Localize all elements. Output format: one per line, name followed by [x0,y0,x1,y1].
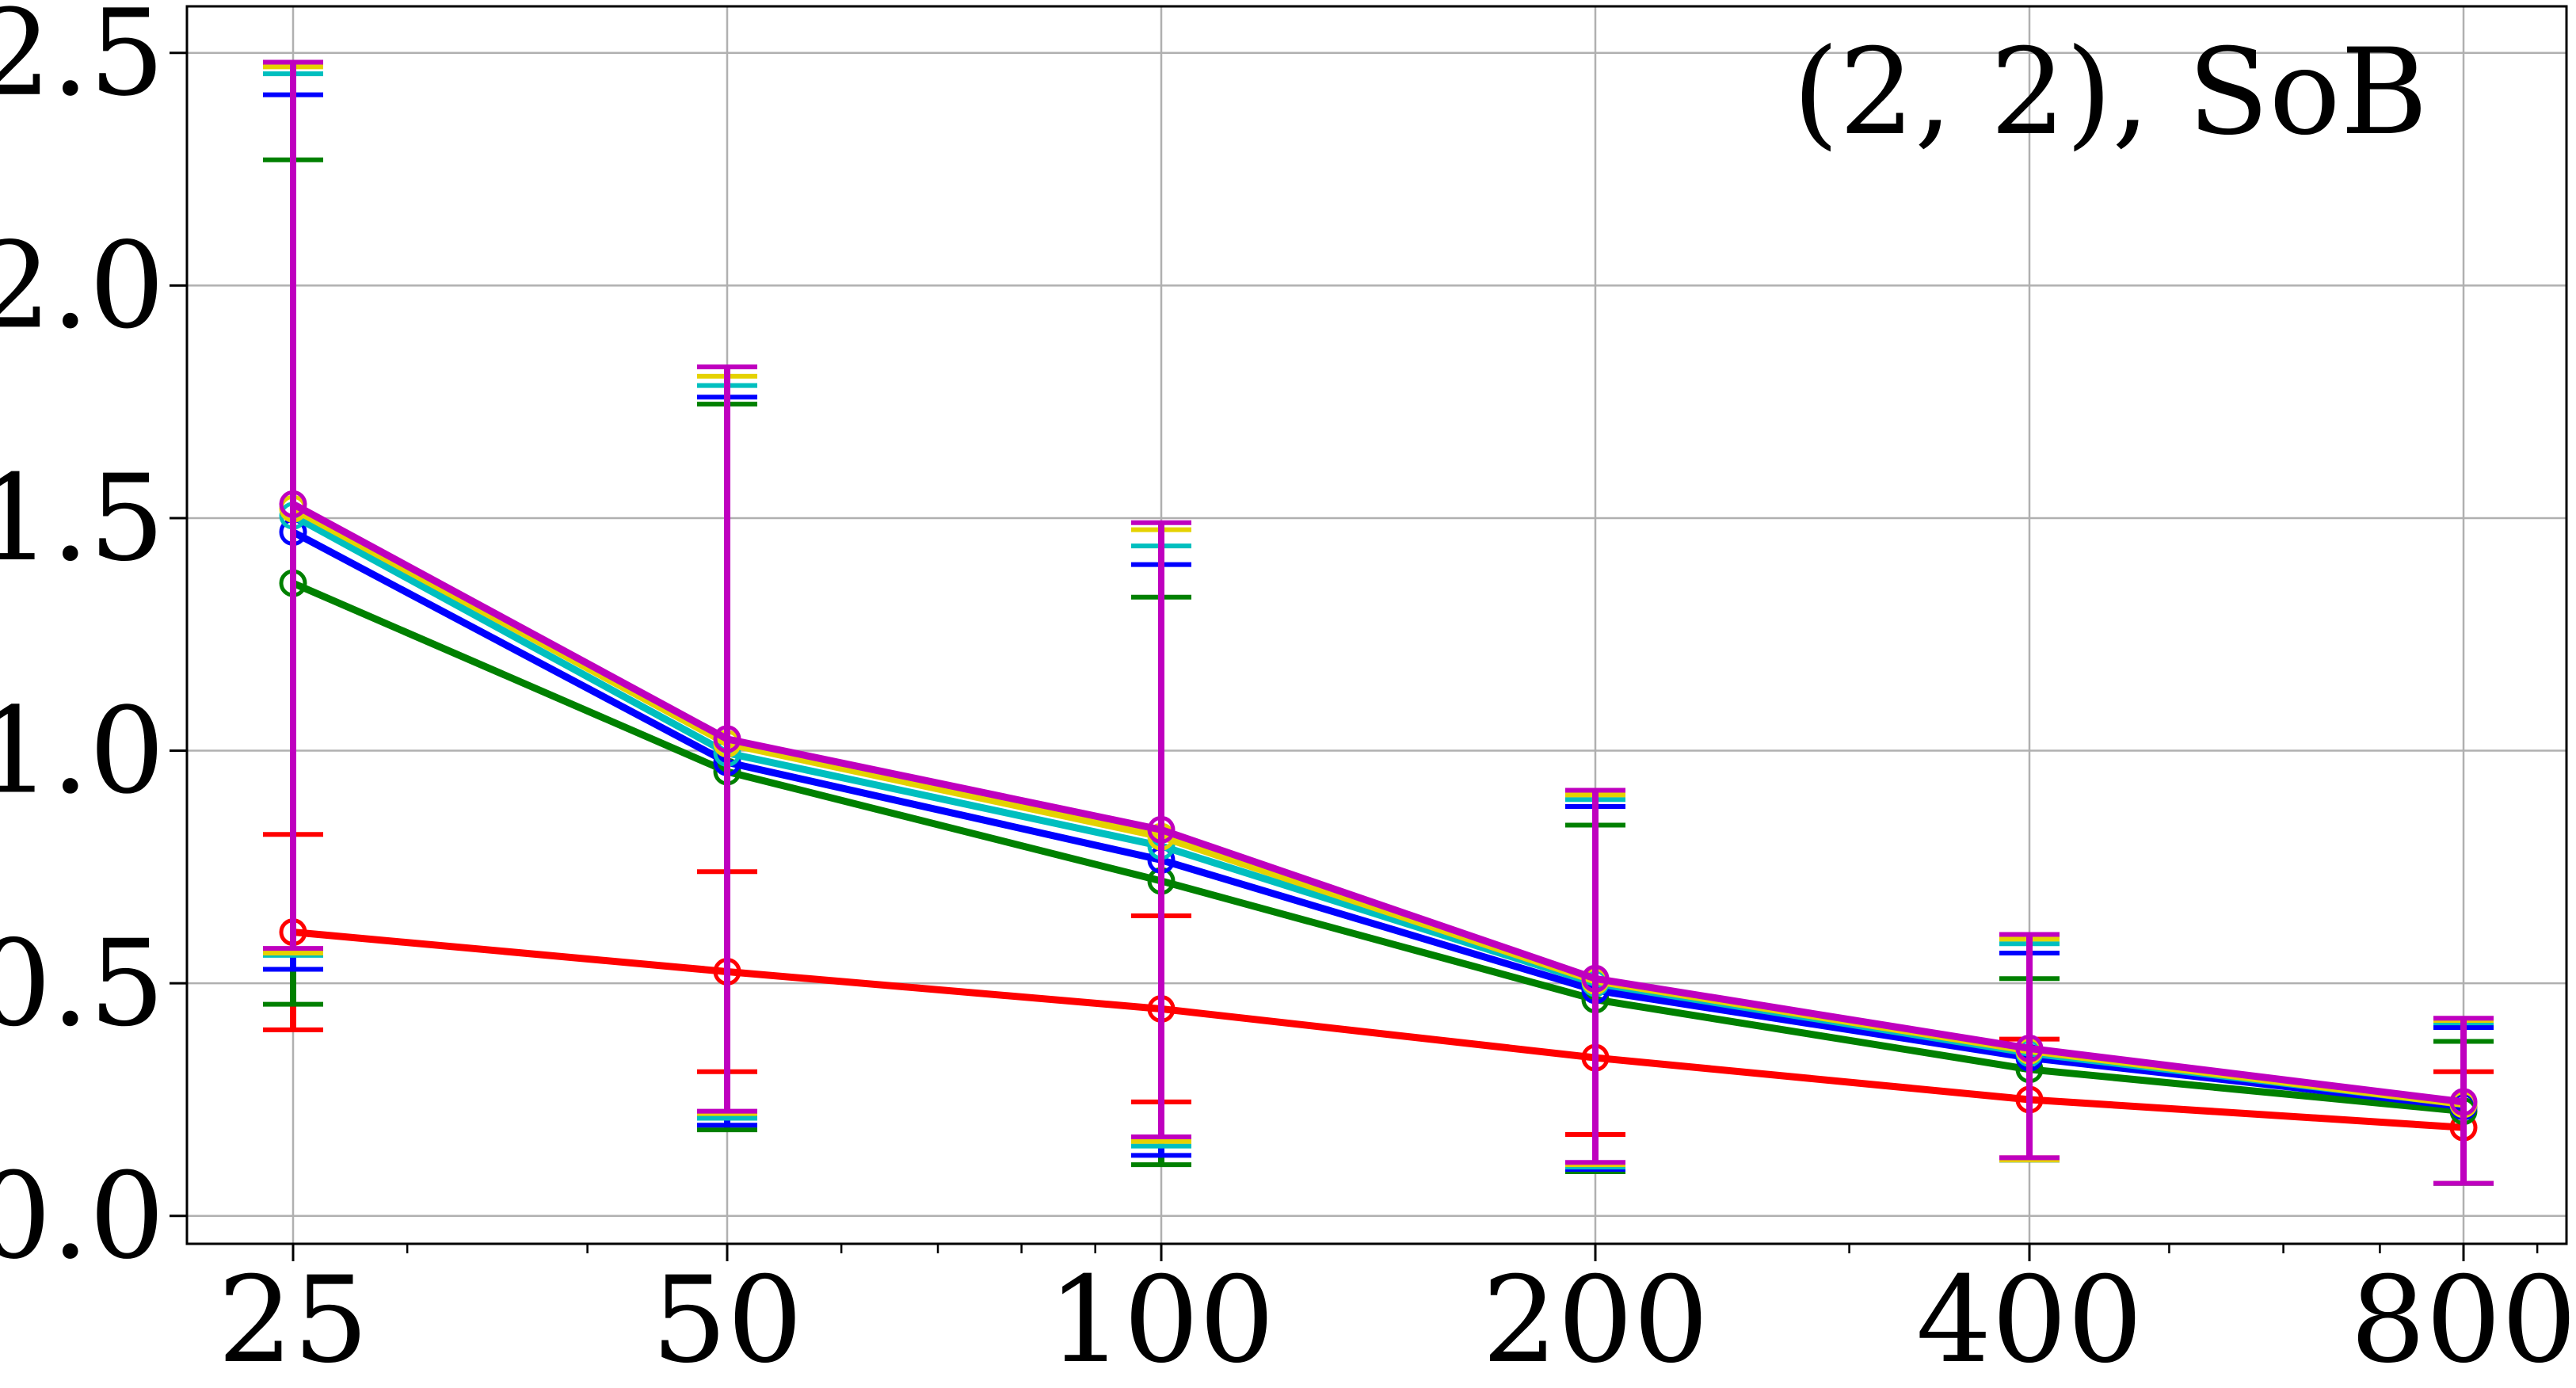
series-line [291,501,2464,1106]
x-tick-label: 400 [1916,1252,2143,1388]
y-tick-label: 2.5 [0,0,165,123]
series-0 [263,832,2494,1186]
series-line [291,505,2464,1108]
y-tick-label: 2.0 [0,217,165,355]
y-tick-label: 1.5 [0,450,165,588]
data-point [713,725,741,753]
series-4 [263,64,2494,1186]
data-point [2449,1088,2478,1116]
x-tick-label: 25 [218,1252,369,1388]
x-tick-label: 800 [2350,1252,2576,1388]
x-tick-label: 200 [1482,1252,1709,1388]
series-5 [263,59,2494,1186]
plot-frame [185,5,2568,1245]
y-tick-label: 1.0 [0,683,165,821]
series-line [291,513,2464,1108]
x-tick-label: 100 [1048,1252,1275,1388]
data-point [1581,964,1610,993]
series-2 [263,92,2494,1186]
series-3 [263,71,2494,1186]
y-tick-label: 0.0 [0,1148,165,1286]
series-line [292,929,2464,1131]
y-tick-label: 0.5 [0,915,165,1053]
data-point [2015,1034,2044,1062]
data-point [279,490,307,518]
series-line [292,580,2464,1115]
series-layer [263,59,2494,1186]
x-tick-label: 50 [652,1252,803,1388]
data-point [1147,815,1176,844]
series-line [291,528,2464,1111]
chart-annotation: (2, 2), SoB [1793,24,2428,162]
grid [187,6,2566,1244]
